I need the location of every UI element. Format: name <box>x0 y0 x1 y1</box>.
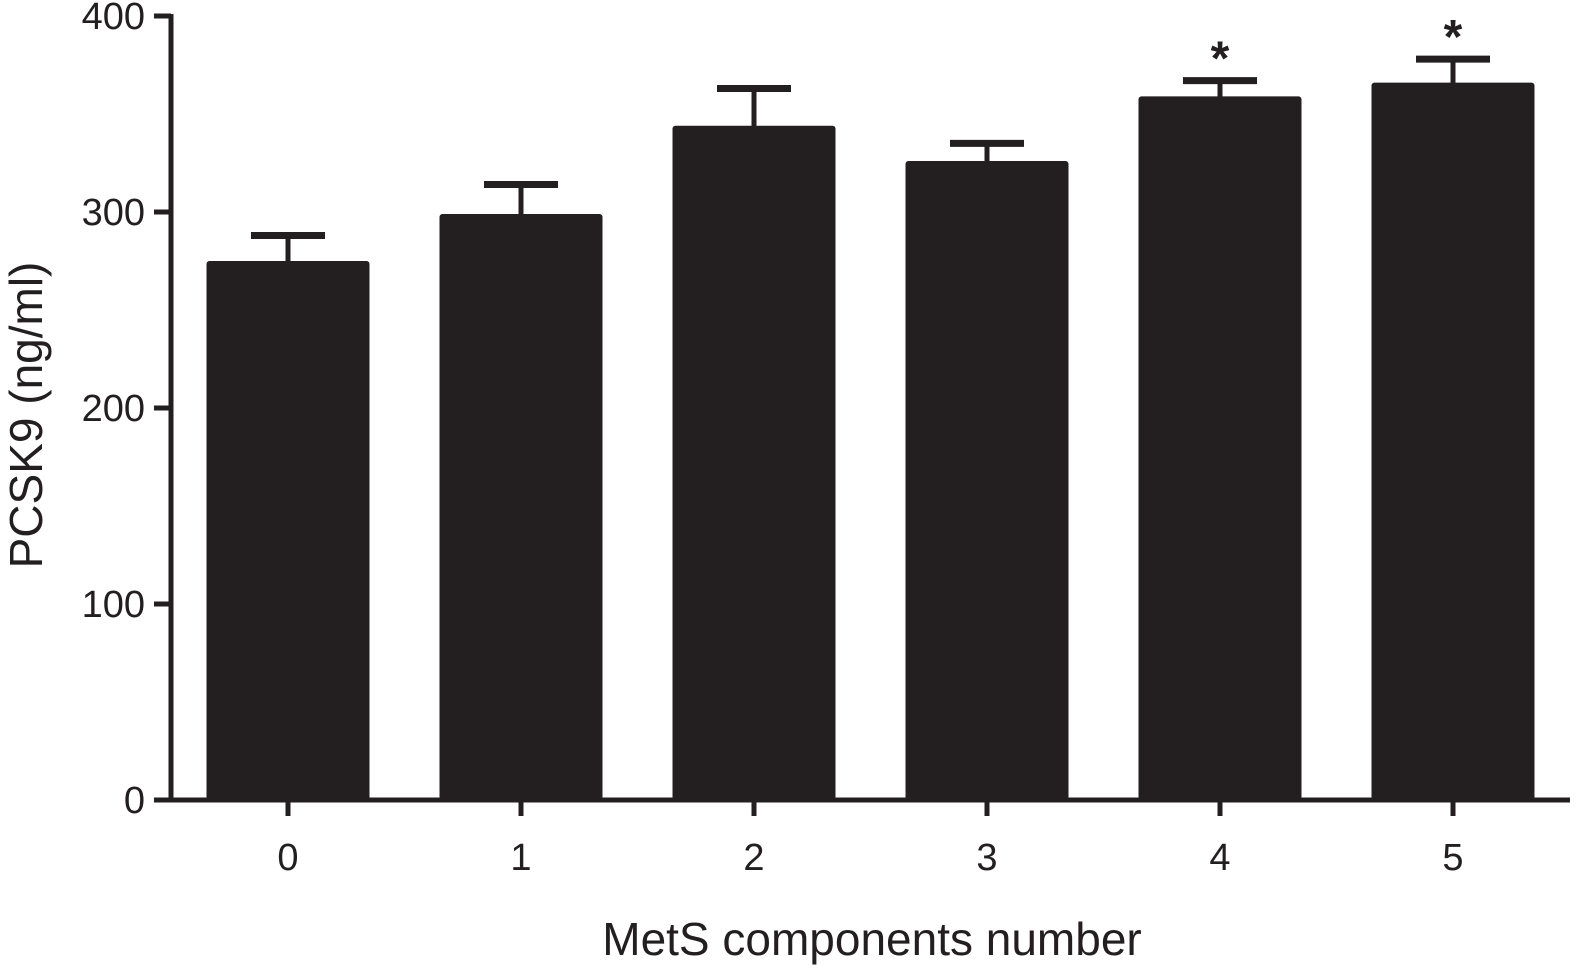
bar <box>439 213 603 800</box>
x-tick-label: 2 <box>743 837 764 879</box>
y-axis-label: PCSK9 (ng/ml) <box>0 262 52 569</box>
error-bars <box>251 55 1490 263</box>
bar <box>206 261 370 800</box>
significance-annotations: * * <box>1211 11 1463 86</box>
bars <box>206 82 1535 801</box>
y-tick-label: 400 <box>82 0 145 38</box>
x-tick-label: 3 <box>976 837 997 879</box>
x-tick-label: 4 <box>1209 837 1230 879</box>
y-axis: 0 100 200 300 400 <box>82 0 174 822</box>
x-axis-label: MetS components number <box>602 913 1142 965</box>
y-tick-label: 200 <box>82 388 145 430</box>
y-tick-label: 300 <box>82 192 145 234</box>
x-tick-label: 5 <box>1442 837 1463 879</box>
x-axis: 0 1 2 3 4 5 <box>169 797 1570 879</box>
x-tick-label: 1 <box>510 837 531 879</box>
bar <box>672 125 836 800</box>
bar <box>1138 96 1302 801</box>
bar <box>905 161 1069 801</box>
x-tick-label: 0 <box>277 837 298 879</box>
bar <box>1371 82 1535 800</box>
y-tick-label: 100 <box>82 584 145 626</box>
significance-star: * <box>1211 33 1230 86</box>
significance-star: * <box>1444 11 1463 64</box>
y-tick-label: 0 <box>124 780 145 822</box>
